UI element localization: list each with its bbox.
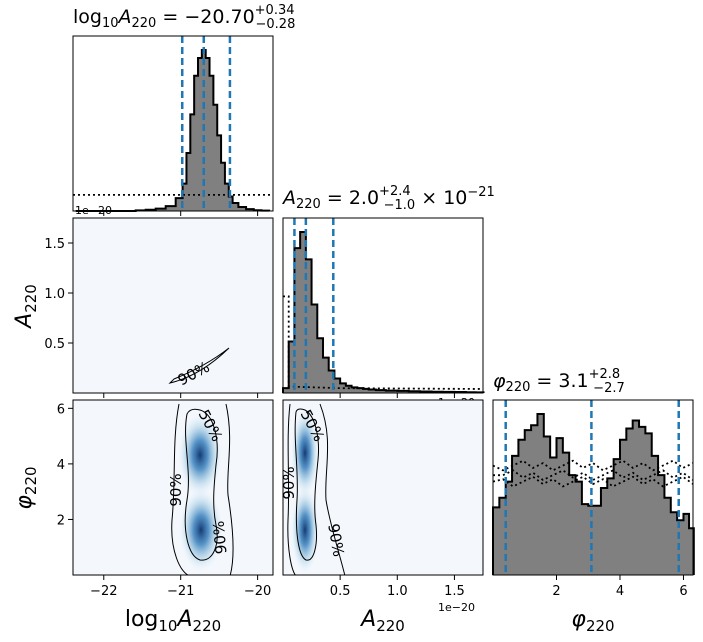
ytick-label-c20-2: 6 (57, 402, 65, 417)
ylabel-A220: A220 (12, 284, 40, 330)
offset-label-logA220: 1e−20 (75, 204, 112, 217)
xtick-label-c21-2: 1.5 (444, 584, 465, 599)
contour-90-A220-phi220 (287, 403, 346, 575)
contour-50-logA220-phi220 (184, 408, 218, 561)
panel-frame-A220 (282, 217, 484, 394)
panel-frame-phi220 (492, 399, 694, 576)
histogram-A220 (282, 218, 485, 394)
hist-panel-logA220: log10A220 = −20.70+0.34 −0.28 1e−20 (72, 3, 295, 217)
hist-fill-phi220 (493, 414, 694, 575)
prior-line-phi220-2 (492, 475, 694, 488)
xtick-label-c20-2: −20 (244, 584, 271, 599)
hist-panel-phi220: φ220 = 3.1+2.8 −2.7 (492, 367, 695, 576)
xtick-label-c21-1: 1.0 (387, 584, 408, 599)
histogram-phi220 (492, 400, 695, 575)
contour-panel-logA220-phi220: 50%90%90% (72, 399, 274, 576)
title-phi220: φ220 = 3.1+2.8 −2.7 (493, 367, 625, 396)
offset-label-A220-x: 1e−20 (438, 601, 475, 614)
panel-frame-A220-phi220 (282, 399, 484, 576)
contour-label-90a-A220-phi220: 90% (280, 466, 298, 499)
contour-panel-logA220-A220: 90% (72, 217, 274, 394)
ytick-label-c10-0: 0.5 (44, 337, 65, 352)
panel-frame-logA220 (72, 35, 274, 212)
ytick-label-c20-0: 2 (57, 513, 65, 528)
contour-90-logA220-A220 (168, 347, 230, 384)
xlabel-logA220: log10A220 (125, 607, 221, 635)
prior-line-phi220-0 (493, 469, 694, 482)
contour-90-logA220-phi220 (171, 403, 234, 575)
contour-label-90b-logA220-phi220: 90% (210, 520, 231, 555)
hist-fill-logA220 (75, 50, 270, 211)
contour-panel-A220-phi220: 50%90%90% 1e−20 (280, 399, 484, 614)
prior-line-A220-0 (283, 295, 484, 390)
hist-outline-logA220 (75, 49, 271, 212)
ytick-label-c20-1: 4 (57, 458, 65, 473)
contour-label-90b-A220-phi220: 90% (324, 522, 348, 558)
title-A220: A220 = 2.0+2.4 −1.0 × 10−21 (281, 184, 495, 213)
ylabel-phi220: φ220 (12, 466, 40, 509)
panel-frame-logA220-phi220 (72, 399, 274, 576)
title-logA220: log10A220 = −20.70+0.34 −0.28 (73, 3, 295, 32)
panel-frame-logA220-A220 (72, 217, 274, 394)
xtick-label-d2-2: 6 (679, 584, 687, 599)
xtick-label-c20-1: −21 (167, 584, 194, 599)
ytick-label-c10-2: 1.5 (44, 237, 65, 252)
contour-label-90a-logA220-phi220: 90% (167, 473, 185, 506)
xtick-label-c20-0: −22 (90, 584, 117, 599)
histogram-logA220 (73, 36, 273, 212)
axes-layer: −22 −21 −20 0.5 1.0 1.5 2 4 6 0.5 1.0 1.5 2 4 6 (44, 211, 688, 599)
ytick-label-c10-1: 1.0 (44, 287, 65, 302)
xtick-label-d2-0: 2 (552, 584, 560, 599)
hist-fill-A220 (283, 232, 484, 393)
xtick-label-c21-0: 0.5 (330, 584, 351, 599)
hist-outline-phi220 (492, 413, 695, 575)
xlabel-phi220: φ220 (571, 607, 614, 635)
hist-panel-A220: A220 = 2.0+2.4−1.0 × 10−21 1e−20 (281, 184, 495, 409)
xtick-label-d2-1: 4 (616, 584, 624, 599)
xlabel-A220: A220 (359, 607, 405, 635)
contour-50-A220-phi220 (294, 408, 319, 561)
